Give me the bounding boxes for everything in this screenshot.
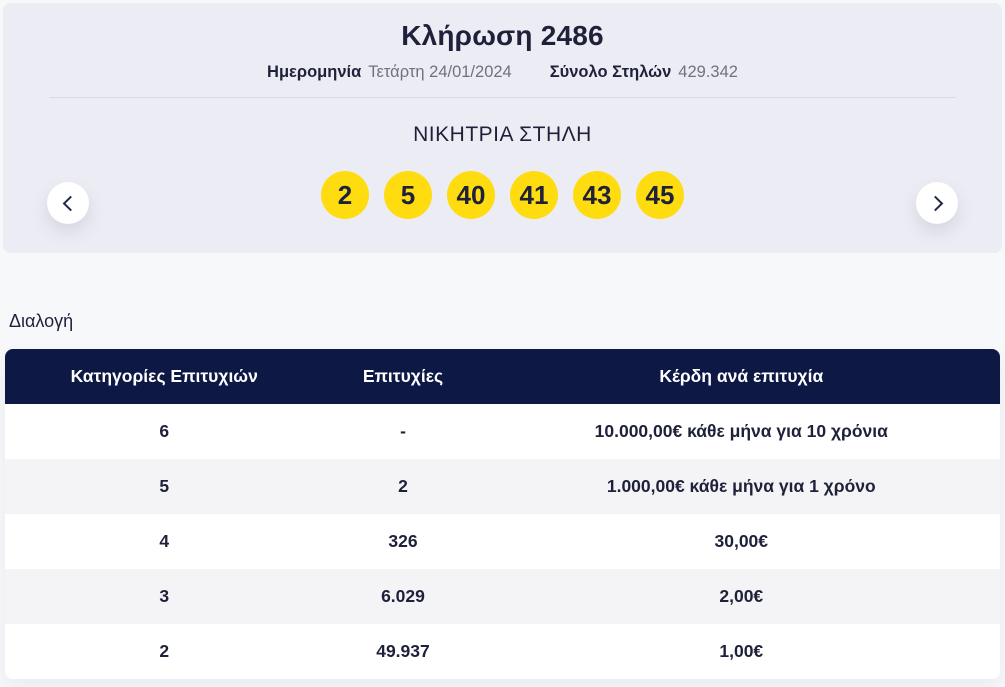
table-row: 2 49.937 1,00€	[5, 624, 1000, 679]
prize-table: Κατηγορίες Επιτυχιών Επιτυχίες Κέρδη ανά…	[5, 349, 1000, 679]
winning-number-ball: 45	[636, 171, 684, 219]
header-prize: Κέρδη ανά επιτυχία	[659, 366, 824, 386]
category-cell: 4	[159, 531, 170, 551]
total-columns-label: Σύνολο Στηλών	[549, 63, 672, 81]
category-cell: 5	[159, 476, 170, 496]
winning-number-ball: 43	[573, 171, 621, 219]
draw-summary-card: Κλήρωση 2486 Ημερομηνία Τετάρτη 24/01/20…	[3, 3, 1002, 253]
total-columns: Σύνολο Στηλών 429.342	[550, 63, 738, 82]
header-categories: Κατηγορίες Επιτυχιών	[70, 366, 258, 386]
header-divider	[49, 97, 956, 98]
winning-column-title: ΝΙΚΗΤΡΙΑ ΣΤΗΛΗ	[413, 123, 592, 146]
next-draw-button[interactable]	[916, 182, 958, 224]
prize-cell: 10.000,00€ κάθε μήνα για 10 χρόνια	[594, 421, 888, 441]
total-columns-value: 429.342	[678, 63, 738, 81]
table-row: 5 2 1.000,00€ κάθε μήνα για 1 χρόνο	[5, 459, 1000, 514]
winning-numbers-row: 2 5 40 41 43 45	[3, 171, 1002, 219]
prize-cell: 2,00€	[719, 586, 764, 606]
winners-cell: 326	[388, 531, 418, 551]
winners-cell: -	[400, 421, 406, 441]
chevron-right-icon	[927, 195, 943, 211]
table-row: 4 326 30,00€	[5, 514, 1000, 569]
category-cell: 3	[159, 586, 170, 606]
winners-cell: 49.937	[376, 641, 430, 661]
table-row: 3 6.029 2,00€	[5, 569, 1000, 624]
winning-number-ball: 2	[321, 171, 369, 219]
winning-number-ball: 41	[510, 171, 558, 219]
winning-number-ball: 40	[447, 171, 495, 219]
draw-date-value: Τετάρτη 24/01/2024	[368, 63, 512, 81]
prize-cell: 30,00€	[714, 531, 769, 551]
table-row: 6 - 10.000,00€ κάθε μήνα για 10 χρόνια	[5, 404, 1000, 459]
draw-meta-row: Ημερομηνία Τετάρτη 24/01/2024 Σύνολο Στη…	[3, 63, 1002, 82]
winners-cell: 6.029	[381, 586, 425, 606]
category-cell: 6	[159, 421, 170, 441]
chevron-left-icon	[62, 195, 78, 211]
previous-draw-button[interactable]	[47, 182, 89, 224]
winning-number-ball: 5	[384, 171, 432, 219]
header-winners: Επιτυχίες	[362, 366, 444, 386]
prize-cell: 1.000,00€ κάθε μήνα για 1 χρόνο	[606, 476, 876, 496]
prize-table-header: Κατηγορίες Επιτυχιών Επιτυχίες Κέρδη ανά…	[5, 349, 1000, 404]
sorting-section-label: Διαλογή	[9, 311, 74, 331]
draw-date: Ημερομηνία Τετάρτη 24/01/2024	[267, 63, 512, 82]
draw-title: Κλήρωση 2486	[401, 20, 604, 51]
winners-cell: 2	[398, 476, 408, 496]
category-cell: 2	[159, 641, 170, 661]
draw-date-label: Ημερομηνία	[267, 63, 362, 81]
prize-cell: 1,00€	[719, 641, 764, 661]
